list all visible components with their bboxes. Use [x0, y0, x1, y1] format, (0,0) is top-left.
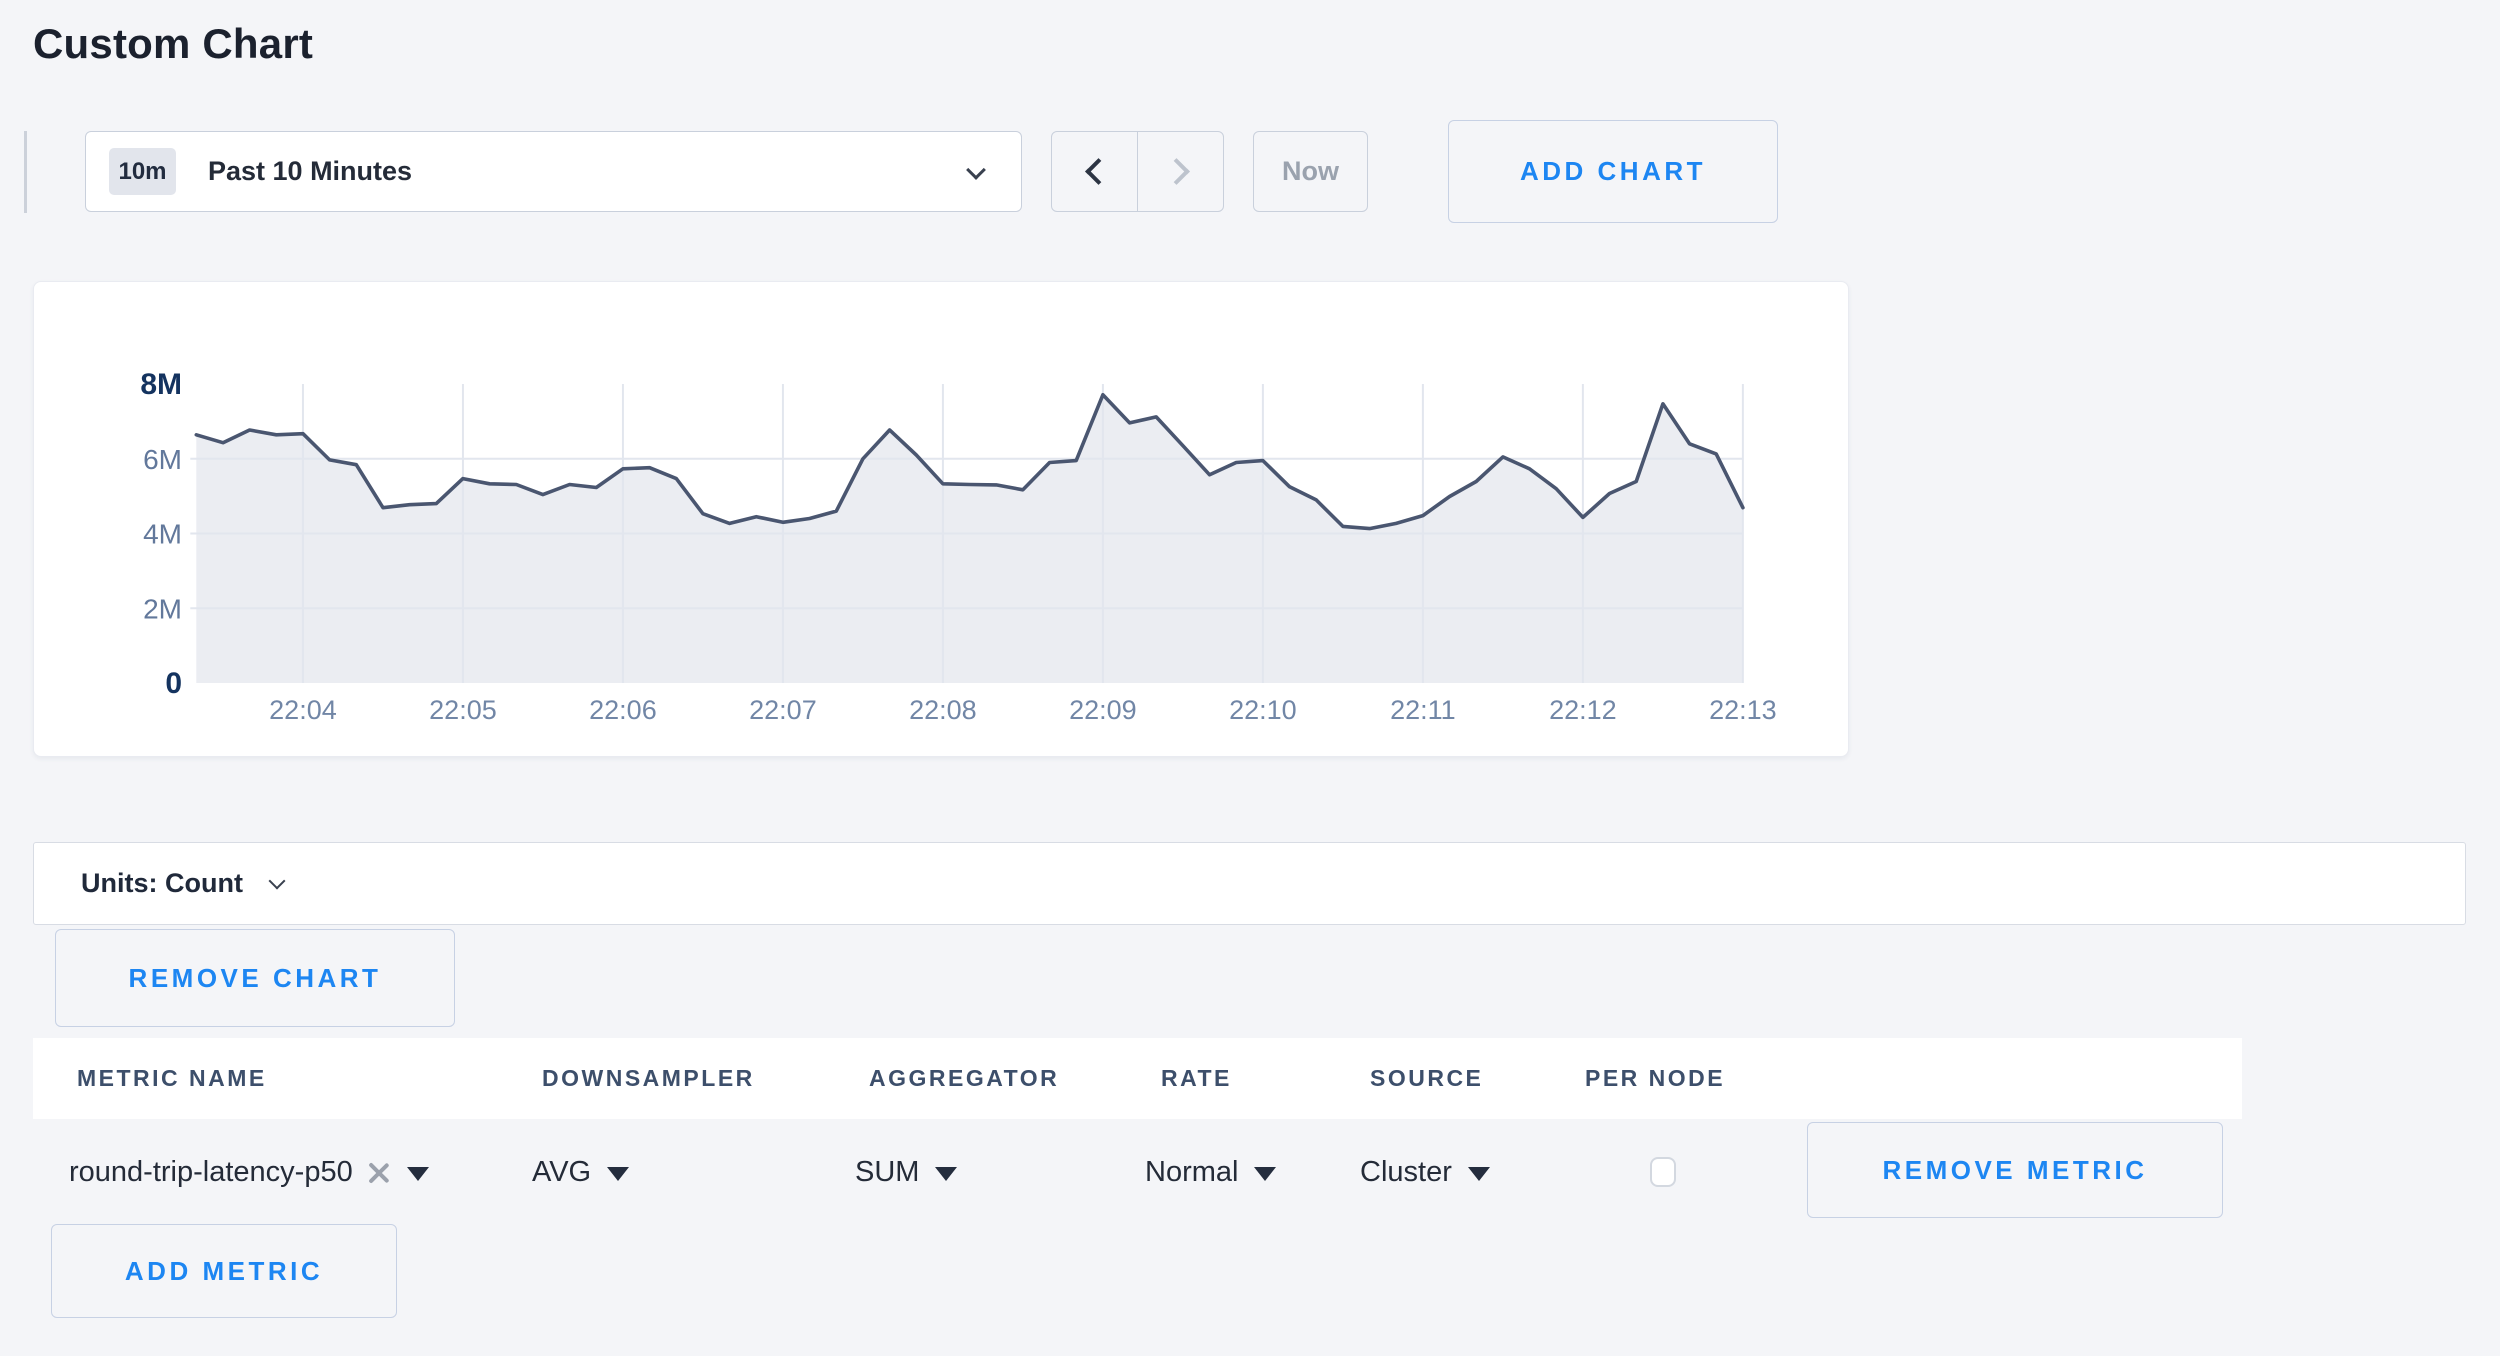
svg-text:22:04: 22:04	[269, 695, 337, 725]
add-chart-button[interactable]: ADD CHART	[1448, 120, 1778, 223]
toolbar-divider	[24, 131, 27, 213]
remove-chart-button[interactable]: REMOVE CHART	[55, 929, 455, 1027]
svg-text:22:06: 22:06	[589, 695, 657, 725]
chevron-down-icon	[966, 160, 986, 180]
source-value: Cluster	[1360, 1155, 1452, 1188]
chevron-right-icon	[1163, 158, 1190, 185]
header-per-node: PER NODE	[1585, 1065, 1726, 1091]
aggregator-value: SUM	[855, 1155, 920, 1188]
svg-text:2M: 2M	[143, 593, 182, 624]
svg-text:22:07: 22:07	[749, 695, 817, 725]
per-node-checkbox[interactable]	[1650, 1157, 1676, 1187]
rate-dropdown[interactable]: Normal	[1145, 1119, 1277, 1225]
close-icon[interactable]	[365, 1160, 391, 1186]
header-rate: RATE	[1161, 1065, 1232, 1091]
svg-text:22:05: 22:05	[429, 695, 497, 725]
prev-time-button[interactable]	[1052, 132, 1138, 211]
svg-text:22:13: 22:13	[1709, 695, 1777, 725]
chart-plot[interactable]: 8M 6M 4M 2M 0 22:04 22:05 22:06 22:07 22:08 22:09 2…	[34, 282, 1850, 758]
time-range-dropdown[interactable]: 10m Past 10 Minutes	[85, 131, 1022, 212]
header-metric-name: METRIC NAME	[77, 1065, 267, 1091]
svg-text:22:09: 22:09	[1069, 695, 1137, 725]
metric-name-label: round-trip-latency-p50	[69, 1155, 353, 1188]
dropdown-arrow-icon	[1254, 1167, 1277, 1181]
page-title: Custom Chart	[33, 20, 314, 67]
svg-text:22:08: 22:08	[909, 695, 977, 725]
dropdown-arrow-icon	[1467, 1167, 1490, 1181]
metrics-table-header: METRIC NAME DOWNSAMPLER AGGREGATOR RATE …	[33, 1038, 2242, 1119]
add-metric-button[interactable]: ADD METRIC	[51, 1224, 397, 1318]
chevron-left-icon	[1085, 158, 1112, 185]
header-downsampler: DOWNSAMPLER	[542, 1065, 755, 1091]
next-time-button[interactable]	[1138, 132, 1223, 211]
dropdown-arrow-icon	[935, 1167, 958, 1181]
svg-text:8M: 8M	[140, 368, 182, 401]
aggregator-dropdown[interactable]: SUM	[855, 1119, 958, 1225]
svg-text:22:10: 22:10	[1229, 695, 1297, 725]
dropdown-arrow-icon	[406, 1167, 429, 1181]
remove-metric-button[interactable]: REMOVE METRIC	[1807, 1122, 2223, 1218]
svg-text:22:12: 22:12	[1549, 695, 1617, 725]
downsampler-value: AVG	[532, 1155, 592, 1188]
table-row: round-trip-latency-p50 AVG SUM Normal Cl…	[33, 1119, 2242, 1225]
svg-text:6M: 6M	[143, 444, 182, 475]
chevron-down-icon	[268, 872, 286, 889]
time-range-badge: 10m	[109, 148, 176, 195]
time-nav-group	[1051, 131, 1224, 212]
now-button[interactable]: Now	[1253, 131, 1368, 212]
chart-card: 8M 6M 4M 2M 0 22:04 22:05 22:06 22:07 22:08 22:09 2…	[33, 281, 1849, 757]
time-range-label: Past 10 Minutes	[208, 156, 413, 186]
svg-text:4M: 4M	[143, 519, 182, 550]
units-label: Units: Count	[81, 868, 243, 898]
dropdown-arrow-icon	[607, 1167, 630, 1181]
rate-value: Normal	[1145, 1155, 1239, 1188]
units-dropdown[interactable]: Units: Count	[33, 842, 2466, 925]
header-aggregator: AGGREGATOR	[869, 1065, 1060, 1091]
source-dropdown[interactable]: Cluster	[1360, 1119, 1490, 1225]
svg-text:22:11: 22:11	[1390, 695, 1456, 725]
downsampler-dropdown[interactable]: AVG	[532, 1119, 630, 1225]
svg-text:0: 0	[165, 667, 182, 700]
header-source: SOURCE	[1370, 1065, 1484, 1091]
metric-name-dropdown[interactable]: round-trip-latency-p50	[69, 1119, 429, 1225]
